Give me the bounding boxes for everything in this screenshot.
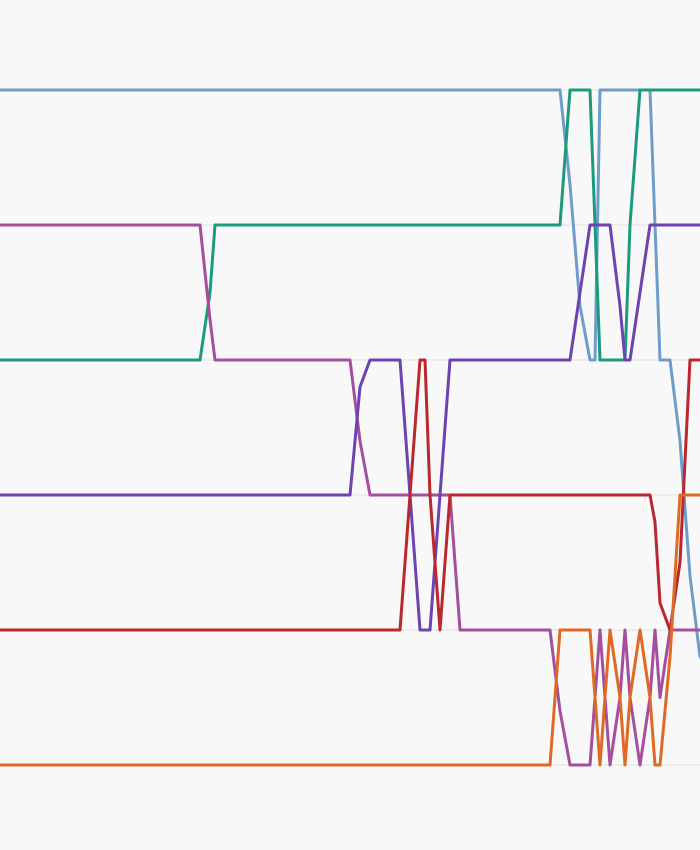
series-line-1 (0, 88, 700, 659)
series-line-3 (0, 223, 700, 767)
series-line-2 (0, 88, 700, 362)
series-lines (0, 88, 700, 767)
series-line-6 (0, 493, 700, 767)
series-line-4 (0, 223, 700, 632)
series-line-5 (0, 358, 700, 632)
